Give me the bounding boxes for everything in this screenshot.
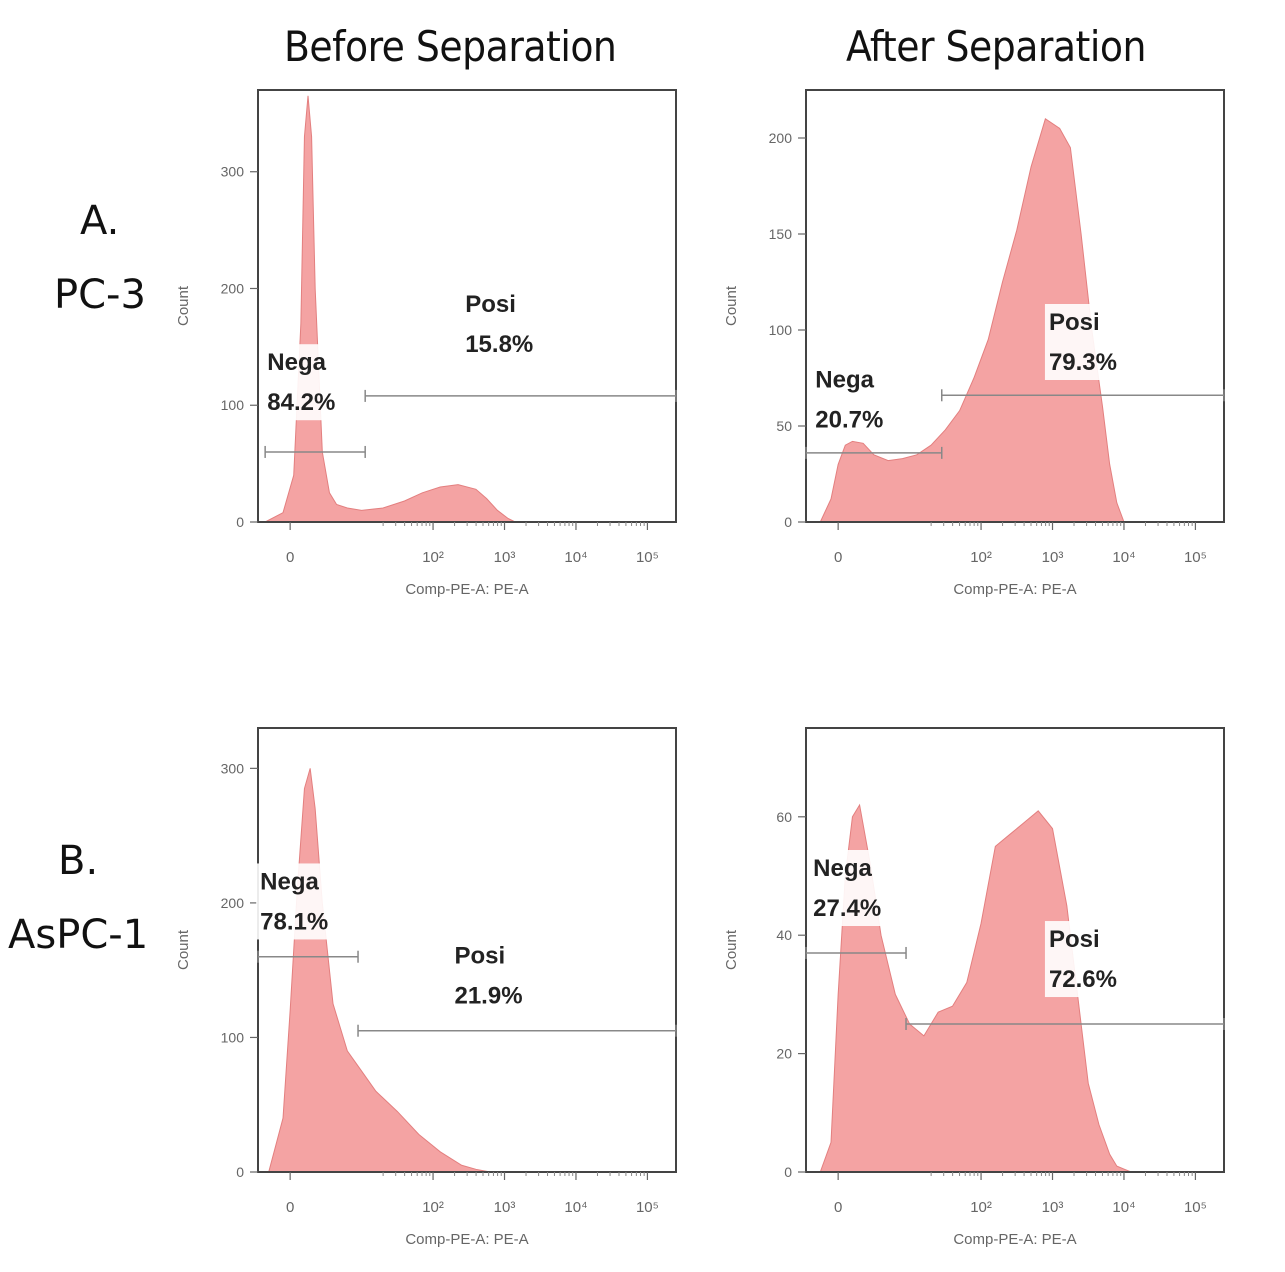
y-axis-label: Count (175, 929, 192, 970)
x-tick-label: 10⁴ (1112, 549, 1135, 566)
x-tick-label: 10² (970, 549, 992, 566)
y-tick-label: 200 (221, 895, 245, 911)
y-tick-label: 100 (221, 397, 245, 413)
y-tick-label: 150 (769, 226, 793, 242)
gate-name-posi: Posi (465, 291, 516, 318)
x-tick-label: 10⁴ (564, 1199, 587, 1216)
x-tick-label: 10⁴ (564, 549, 587, 566)
x-tick-label: 10³ (494, 1199, 516, 1216)
gate-percent-nega: 27.4% (813, 895, 881, 922)
gate-name-posi: Posi (1049, 309, 1100, 336)
histogram-area (819, 803, 1132, 1173)
x-tick-label: 10³ (1042, 549, 1064, 566)
y-axis-label: Count (175, 285, 192, 326)
x-tick-label: 0 (834, 549, 842, 566)
y-tick-label: 100 (769, 322, 793, 338)
gate-percent-nega: 20.7% (815, 407, 883, 434)
y-tick-label: 200 (769, 130, 793, 146)
row-name-aspc1: AsPC-1 (8, 912, 149, 958)
x-tick-label: 10³ (1042, 1199, 1064, 1216)
x-tick-label: 10⁵ (636, 549, 659, 566)
histogram-aspc1-before: 0 100 200 300 0 10² 10³ 10⁴ 10⁵ Comp-PE-A: PE-A Co… (175, 727, 677, 1248)
gate-name-nega: Nega (813, 855, 872, 882)
y-tick-label: 300 (221, 164, 245, 180)
gate-percent-posi: 21.9% (454, 982, 522, 1009)
x-tick-label: 0 (286, 549, 294, 566)
gate-percent-posi: 72.6% (1049, 966, 1117, 993)
x-axis-label: Comp-PE-A: PE-A (405, 1231, 528, 1248)
row-letter-b: B. (58, 838, 99, 884)
x-tick-label: 10² (422, 1199, 444, 1216)
x-tick-label: 10³ (494, 549, 516, 566)
gate-percent-nega: 78.1% (260, 908, 328, 935)
gate-percent-nega: 84.2% (267, 389, 335, 416)
column-title-after: After Separation (846, 22, 1146, 71)
gate-label-background (263, 344, 354, 421)
y-tick-label: 200 (221, 280, 245, 296)
gate-label-background (809, 850, 900, 926)
gate-label-background (811, 361, 902, 438)
y-tick-label: 50 (776, 418, 792, 434)
x-tick-label: 0 (286, 1199, 294, 1216)
y-tick-label: 0 (784, 514, 792, 530)
x-tick-label: 10⁵ (1184, 1199, 1207, 1216)
x-tick-label: 10² (970, 1199, 992, 1216)
y-tick-label: 0 (236, 514, 244, 530)
gate-label-background (1044, 921, 1135, 998)
y-axis-label: Count (723, 285, 740, 326)
gate-name-posi: Posi (1049, 926, 1100, 953)
y-axis-label: Count (723, 929, 740, 970)
histogram-pc3-after: 0 50 100 150 200 0 10² 10³ 10⁴ 10⁵ Comp-PE-A: PE-A… (723, 89, 1225, 598)
gate-name-nega: Nega (815, 367, 874, 394)
gate-label-background (256, 863, 347, 940)
x-axis-label: Comp-PE-A: PE-A (953, 1231, 1076, 1248)
x-axis-label: Comp-PE-A: PE-A (953, 581, 1076, 598)
x-tick-label: 10⁴ (1112, 1199, 1135, 1216)
gate-label-background (450, 937, 541, 1014)
gate-label-background (1044, 304, 1135, 380)
gate-name-nega: Nega (260, 868, 319, 895)
gate-name-posi: Posi (454, 942, 505, 969)
y-tick-label: 0 (784, 1164, 792, 1180)
x-tick-label: 10² (422, 549, 444, 566)
gate-label-background (461, 285, 552, 362)
histogram-area (264, 95, 516, 523)
y-tick-label: 300 (221, 760, 245, 776)
row-letter-a: A. (80, 198, 120, 244)
histogram-pc3-before: 0 100 200 300 0 10² 10³ 10⁴ 10⁵ Comp-PE-A: PE-A Co… (175, 89, 677, 598)
gate-percent-posi: 15.8% (465, 331, 533, 358)
y-tick-label: 20 (776, 1046, 792, 1062)
x-tick-label: 0 (834, 1199, 842, 1216)
y-tick-label: 40 (776, 927, 792, 943)
x-tick-label: 10⁵ (1184, 549, 1207, 566)
histogram-aspc1-after: 0 20 40 60 0 10² 10³ 10⁴ 10⁵ Comp-PE-A: PE-A Count… (723, 727, 1225, 1248)
gate-percent-posi: 79.3% (1049, 349, 1117, 376)
row-name-pc3: PC-3 (54, 272, 146, 318)
column-title-before: Before Separation (284, 22, 617, 71)
x-axis-label: Comp-PE-A: PE-A (405, 581, 528, 598)
gate-name-nega: Nega (267, 349, 326, 376)
y-tick-label: 60 (776, 809, 792, 825)
x-tick-label: 10⁵ (636, 1199, 659, 1216)
y-tick-label: 0 (236, 1164, 244, 1180)
y-tick-label: 100 (221, 1029, 245, 1045)
